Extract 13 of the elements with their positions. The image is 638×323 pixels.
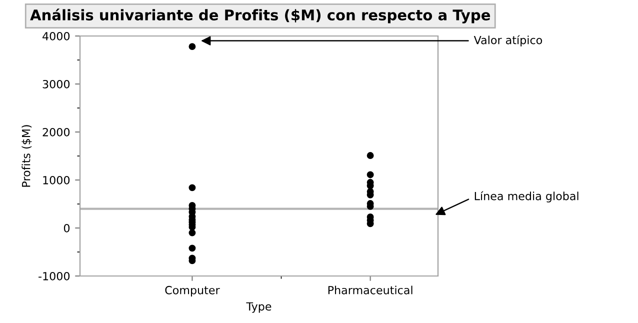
y-tick-label: 0 (64, 224, 70, 232)
y-tick-label: 2000 (42, 128, 70, 136)
x-axis-title: Type (246, 302, 272, 313)
text: Línea media global (474, 191, 578, 202)
x-tick-label: Pharmaceutical (328, 286, 412, 294)
y-tick-label: 4000 (42, 32, 70, 40)
text: Valor atípico (474, 35, 542, 46)
y-tick-label: 1000 (43, 176, 70, 184)
y-tick-label: 3000 (42, 80, 70, 88)
y-axis-title: Profits ($M) (22, 125, 32, 187)
y-tick-label: -1000 (38, 272, 70, 280)
x-tick-label: Computer (165, 286, 220, 296)
chart-title: Análisis univariante de Profits ($M) con respecto a Type (30, 8, 490, 24)
